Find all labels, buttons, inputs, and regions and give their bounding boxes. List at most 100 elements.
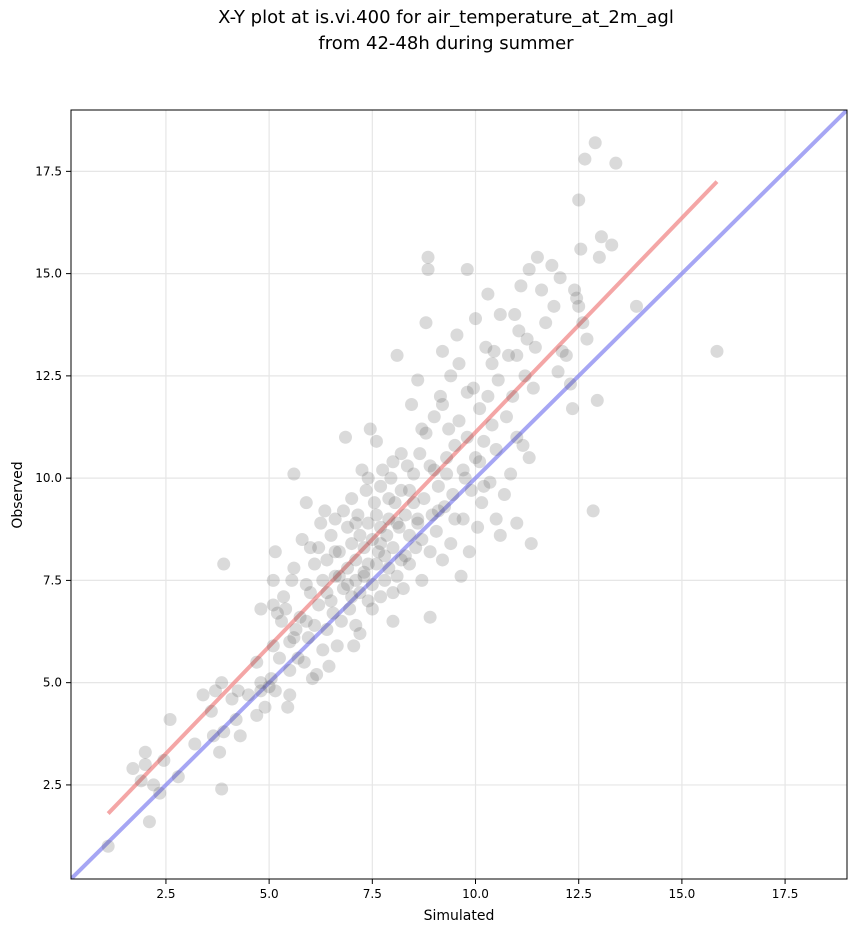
scatter-point bbox=[413, 447, 427, 461]
scatter-point bbox=[402, 528, 416, 542]
scatter-point bbox=[310, 667, 324, 681]
scatter-point bbox=[308, 557, 322, 571]
scatter-point bbox=[283, 663, 297, 677]
scatter-point bbox=[217, 725, 231, 739]
scatter-point bbox=[485, 357, 499, 371]
scatter-point bbox=[341, 520, 355, 534]
scatter-point bbox=[264, 672, 278, 686]
scatter-point bbox=[266, 639, 280, 653]
scatter-point bbox=[578, 152, 592, 166]
scatter-point bbox=[493, 308, 507, 322]
scatter-point bbox=[510, 348, 524, 362]
scatter-point bbox=[324, 594, 338, 608]
scatter-point bbox=[254, 676, 268, 690]
scatter-point bbox=[429, 524, 443, 538]
scatter-point bbox=[710, 344, 724, 358]
scatter-point bbox=[456, 463, 470, 477]
scatter-point bbox=[357, 569, 371, 583]
scatter-point bbox=[250, 708, 264, 722]
scatter-point bbox=[157, 753, 171, 767]
scatter-point bbox=[262, 680, 276, 694]
scatter-point bbox=[213, 745, 227, 759]
scatter-point bbox=[489, 443, 503, 457]
scatter-point bbox=[272, 651, 286, 665]
scatter-point bbox=[553, 271, 567, 285]
scatter-point bbox=[473, 455, 487, 469]
scatter-point bbox=[491, 373, 505, 387]
scatter-point bbox=[101, 839, 115, 853]
x-tick-label: 10.0 bbox=[462, 887, 489, 901]
scatter-point bbox=[332, 569, 346, 583]
scatter-point bbox=[233, 729, 247, 743]
scatter-point bbox=[303, 541, 317, 555]
identity-line bbox=[71, 110, 847, 879]
scatter-point bbox=[126, 762, 140, 776]
scatter-point bbox=[361, 557, 375, 571]
scatter-point bbox=[208, 684, 222, 698]
scatter-point bbox=[398, 508, 412, 522]
scatter-point bbox=[134, 774, 148, 788]
scatter-point bbox=[303, 586, 317, 600]
scatter-point bbox=[502, 348, 516, 362]
scatter-point bbox=[305, 672, 319, 686]
scatter-point bbox=[464, 483, 478, 497]
scatter-point bbox=[138, 745, 152, 759]
scatter-point bbox=[440, 467, 454, 481]
scatter-point bbox=[275, 614, 289, 628]
scatter-point bbox=[378, 573, 392, 587]
scatter-point bbox=[572, 299, 586, 313]
scatter-point bbox=[572, 193, 586, 207]
scatter-point bbox=[402, 483, 416, 497]
scatter-point bbox=[568, 283, 582, 297]
scatter-point bbox=[427, 463, 441, 477]
scatter-point bbox=[520, 332, 534, 346]
scatter-point bbox=[522, 451, 536, 465]
scatter-point bbox=[382, 561, 396, 575]
scatter-point bbox=[629, 299, 643, 313]
scatter-point bbox=[504, 467, 518, 481]
scatter-point bbox=[551, 365, 565, 379]
scatter-point bbox=[270, 606, 284, 620]
scatter-point bbox=[415, 573, 429, 587]
scatter-point bbox=[241, 688, 255, 702]
scatter-point bbox=[409, 541, 423, 555]
scatter-point bbox=[448, 438, 462, 452]
scatter-point bbox=[365, 577, 379, 591]
scatter-point bbox=[382, 512, 396, 526]
y-tick-label: 15.0 bbox=[35, 267, 62, 281]
scatter-point bbox=[574, 242, 588, 256]
scatter-point bbox=[254, 602, 268, 616]
scatter-point bbox=[171, 770, 185, 784]
scatter-point bbox=[374, 590, 388, 604]
scatter-point bbox=[487, 344, 501, 358]
scatter-point bbox=[485, 418, 499, 432]
scatter-point bbox=[516, 438, 530, 452]
scatter-point bbox=[526, 381, 540, 395]
scatter-point bbox=[316, 643, 330, 657]
scatter-point bbox=[512, 324, 526, 338]
scatter-point bbox=[477, 479, 491, 493]
scatter-point bbox=[322, 659, 336, 673]
scatter-point bbox=[268, 545, 282, 559]
scatter-point bbox=[353, 586, 367, 600]
scatter-point bbox=[473, 402, 487, 416]
scatter-point bbox=[297, 655, 311, 669]
scatter-point bbox=[528, 340, 542, 354]
scatter-point bbox=[347, 639, 361, 653]
scatter-point bbox=[390, 348, 404, 362]
scatter-point bbox=[217, 557, 231, 571]
scatter-point bbox=[407, 496, 421, 510]
scatter-point bbox=[365, 602, 379, 616]
scatter-point bbox=[372, 545, 386, 559]
scatter-point bbox=[440, 451, 454, 465]
scatter-point bbox=[442, 422, 456, 436]
scatter-point bbox=[419, 426, 433, 440]
scatter-point bbox=[586, 504, 600, 518]
scatter-point bbox=[545, 258, 559, 272]
scatter-point bbox=[396, 582, 410, 596]
scatter-point bbox=[287, 631, 301, 645]
scatter-point bbox=[314, 516, 328, 530]
scatter-point bbox=[452, 414, 466, 428]
plot-frame bbox=[70, 109, 848, 880]
scatter-point bbox=[299, 614, 313, 628]
